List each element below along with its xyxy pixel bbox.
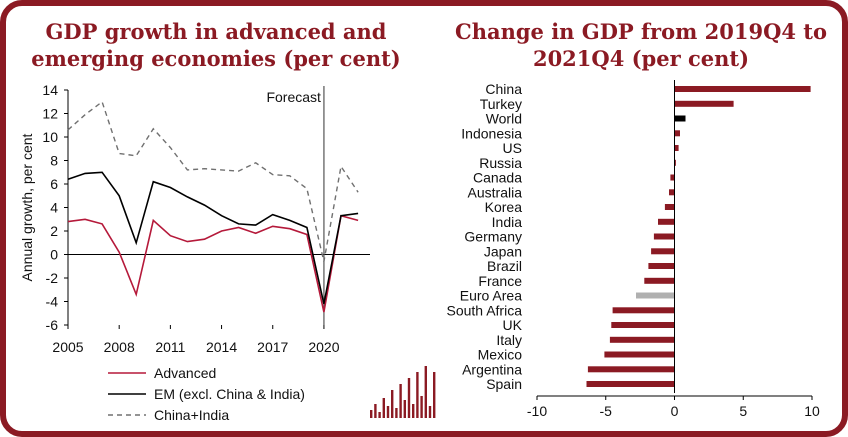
bar-japan bbox=[651, 248, 675, 255]
y-axis-label: Annual growth, per cent bbox=[19, 133, 35, 281]
bar-india bbox=[658, 218, 675, 225]
bar-turkey bbox=[674, 100, 734, 107]
bar-argentina bbox=[587, 366, 675, 373]
logo-bar bbox=[395, 408, 398, 418]
category-label-korea: Korea bbox=[485, 199, 523, 215]
bar-indonesia bbox=[674, 130, 680, 137]
category-label-australia: Australia bbox=[468, 184, 523, 200]
x-tick-label: 5 bbox=[739, 403, 747, 419]
x-tick-label: 0 bbox=[671, 403, 679, 419]
category-label-mexico: Mexico bbox=[478, 347, 523, 363]
category-label-germany: Germany bbox=[464, 229, 522, 245]
bar-china bbox=[674, 86, 811, 92]
category-label-world: World bbox=[486, 111, 522, 127]
y-tick-label: 12 bbox=[42, 106, 58, 122]
category-label-brazil: Brazil bbox=[487, 258, 522, 274]
logo-bar bbox=[416, 372, 419, 418]
logo-bar bbox=[378, 412, 381, 418]
category-label-india: India bbox=[492, 214, 523, 230]
category-label-us: US bbox=[503, 140, 522, 156]
y-tick-label: 2 bbox=[50, 223, 58, 239]
x-tick-label: 2011 bbox=[155, 339, 185, 355]
y-tick-label: 6 bbox=[50, 176, 58, 192]
x-tick-label: 2008 bbox=[104, 339, 135, 355]
y-tick-label: -2 bbox=[46, 270, 59, 286]
logo-bar bbox=[412, 404, 415, 418]
logo-icon bbox=[370, 366, 436, 418]
legend-label-em-excl-china-india: EM (excl. China & India) bbox=[154, 386, 305, 402]
y-tick-label: 8 bbox=[50, 153, 58, 169]
logo-bar bbox=[403, 400, 406, 418]
y-tick-label: 0 bbox=[50, 247, 58, 263]
logo-bar bbox=[424, 366, 427, 418]
logo-bar bbox=[391, 390, 394, 418]
category-label-south-africa: South Africa bbox=[447, 302, 523, 318]
forecast-label: Forecast bbox=[266, 89, 321, 105]
bar-korea bbox=[664, 204, 675, 210]
bar-brazil bbox=[648, 263, 675, 269]
category-label-uk: UK bbox=[503, 317, 523, 333]
logo-bar bbox=[386, 406, 390, 418]
bar-spain bbox=[586, 381, 675, 387]
series-china-india-line bbox=[67, 100, 359, 262]
x-tick-label: 2020 bbox=[308, 339, 339, 355]
x-tick-label: 2014 bbox=[206, 339, 237, 355]
legend-label-china-india: China+India bbox=[154, 407, 229, 423]
y-tick-label: -4 bbox=[46, 294, 59, 310]
bar-australia bbox=[669, 189, 675, 196]
series-advanced-line bbox=[67, 214, 359, 313]
bar-canada bbox=[670, 174, 675, 181]
logo-bar bbox=[370, 410, 373, 418]
category-label-argentina: Argentina bbox=[462, 361, 522, 377]
logo-bar bbox=[433, 372, 436, 418]
bar-mexico bbox=[604, 351, 675, 358]
bar-uk bbox=[611, 322, 675, 328]
x-tick-label: 2005 bbox=[52, 339, 83, 355]
series-em-excl-china-india-line bbox=[67, 171, 359, 305]
category-label-euro-area: Euro Area bbox=[460, 288, 522, 304]
category-label-indonesia: Indonesia bbox=[461, 125, 522, 141]
category-label-spain: Spain bbox=[486, 376, 522, 392]
category-label-france: France bbox=[478, 273, 522, 289]
category-label-japan: Japan bbox=[484, 243, 522, 259]
x-tick-label: -10 bbox=[527, 403, 547, 419]
bar-france bbox=[644, 277, 675, 284]
x-tick-label: -5 bbox=[600, 403, 613, 419]
logo-bar bbox=[399, 384, 402, 418]
x-tick-label: 10 bbox=[804, 403, 820, 419]
category-label-turkey: Turkey bbox=[480, 96, 522, 112]
logo-bar bbox=[428, 406, 432, 418]
bar-world bbox=[674, 115, 686, 122]
legend-label-advanced: Advanced bbox=[154, 365, 216, 381]
logo-bar bbox=[374, 404, 377, 418]
y-tick-label: 4 bbox=[50, 200, 58, 216]
bar-russia bbox=[674, 159, 676, 166]
logo-bar bbox=[407, 378, 411, 418]
bar-germany bbox=[653, 233, 675, 240]
left-chart-title: GDP growth in advanced and emerging econ… bbox=[31, 19, 401, 71]
y-tick-label: 10 bbox=[42, 129, 58, 145]
y-tick-label: 14 bbox=[42, 82, 58, 98]
logo-bar bbox=[420, 396, 423, 418]
logo-bar bbox=[382, 398, 385, 418]
bar-us bbox=[674, 145, 679, 151]
bar-italy bbox=[609, 336, 675, 343]
category-label-russia: Russia bbox=[479, 155, 522, 171]
bar-south-africa bbox=[612, 307, 675, 314]
category-label-china: China bbox=[485, 81, 522, 97]
line-chart: -6 -4 -2 0 2 4 6 8 10 12 14 2005 2008 2011 2014 2017 202… bbox=[19, 82, 370, 423]
bar-chart: ChinaTurkeyWorldIndonesiaUSRussiaCanadaA… bbox=[447, 80, 820, 419]
bar-euro-area bbox=[636, 292, 675, 299]
x-tick-label: 2017 bbox=[257, 339, 288, 355]
right-chart-title: Change in GDP from 2019Q4 to 2021Q4 (per… bbox=[454, 19, 828, 71]
category-label-italy: Italy bbox=[496, 332, 522, 348]
y-tick-label: -6 bbox=[46, 317, 59, 333]
category-label-canada: Canada bbox=[473, 170, 522, 186]
